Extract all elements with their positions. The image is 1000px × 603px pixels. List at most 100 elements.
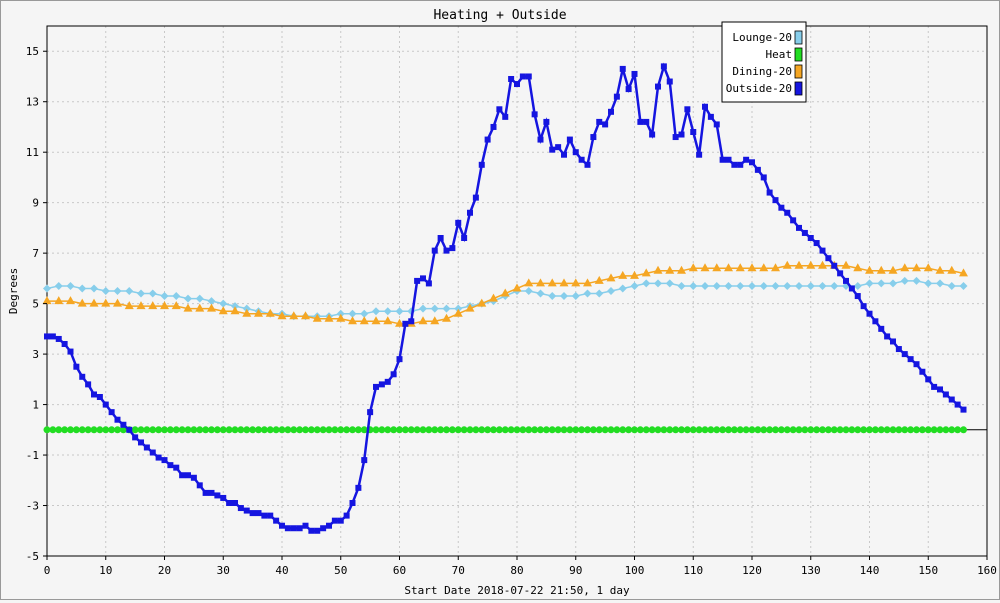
data-point-heat — [143, 426, 151, 434]
data-point-heat — [848, 426, 856, 434]
x-tick-label: 70 — [452, 564, 465, 577]
data-point-outside-20 — [326, 522, 332, 529]
data-point-outside-20 — [284, 525, 291, 532]
data-point-outside-20 — [666, 78, 673, 85]
data-point-heat — [936, 426, 944, 434]
data-point-dining-20 — [724, 263, 733, 272]
data-point-lounge-20 — [936, 279, 944, 288]
data-point-heat — [801, 426, 809, 434]
data-point-heat — [296, 426, 304, 434]
data-point-outside-20 — [613, 93, 620, 100]
data-point-dining-20 — [477, 298, 487, 307]
data-point-lounge-20 — [442, 304, 451, 313]
data-point-outside-20 — [749, 159, 755, 166]
data-point-dining-20 — [418, 316, 428, 325]
data-point-heat — [766, 426, 774, 434]
data-point-outside-20 — [496, 106, 503, 113]
data-point-outside-20 — [931, 383, 938, 390]
data-point-heat — [913, 426, 920, 434]
data-point-dining-20 — [453, 308, 463, 317]
data-point-heat — [213, 426, 221, 434]
data-point-heat — [219, 426, 227, 434]
data-point-outside-20 — [831, 262, 838, 269]
data-point-heat — [490, 426, 497, 434]
x-axis: 0 10 20 30 40 50 60 70 80 90 100 110 120 130 140 150 160 — [44, 556, 997, 577]
data-point-heat — [537, 426, 544, 434]
data-point-outside-20 — [737, 161, 744, 168]
y-tick-label: 7 — [32, 247, 39, 260]
data-point-heat — [225, 426, 233, 434]
data-point-dining-20 — [77, 298, 87, 307]
data-point-heat — [689, 426, 697, 434]
data-point-dining-20 — [853, 263, 863, 272]
data-point-outside-20 — [208, 489, 215, 496]
data-point-outside-20 — [143, 444, 150, 451]
data-point-heat — [484, 426, 492, 434]
data-point-outside-20 — [408, 318, 415, 325]
series-outside-20 — [44, 62, 967, 534]
data-point-outside-20 — [396, 356, 403, 363]
data-point-heat — [683, 426, 691, 434]
data-point-outside-20 — [431, 247, 438, 254]
data-point-lounge-20 — [395, 307, 404, 316]
data-point-heat — [255, 426, 262, 434]
data-point-outside-20 — [913, 361, 920, 368]
data-point-outside-20 — [478, 161, 485, 168]
data-point-heat — [413, 426, 421, 434]
data-point-lounge-20 — [818, 281, 827, 290]
data-point-outside-20 — [484, 136, 491, 143]
data-point-dining-20 — [465, 303, 475, 312]
x-tick-label: 50 — [334, 564, 347, 577]
data-point-heat — [725, 426, 732, 434]
data-point-heat — [178, 426, 186, 434]
data-point-dining-20 — [195, 303, 205, 312]
data-point-heat — [531, 426, 539, 434]
data-point-outside-20 — [907, 356, 914, 363]
data-point-outside-20 — [425, 280, 432, 287]
data-point-outside-20 — [237, 505, 244, 512]
data-point-lounge-20 — [113, 287, 122, 295]
data-point-dining-20 — [641, 268, 651, 277]
data-point-heat — [319, 426, 327, 434]
data-point-outside-20 — [73, 363, 80, 370]
data-point-heat — [666, 426, 674, 434]
data-point-outside-20 — [467, 209, 473, 216]
data-point-dining-20 — [242, 308, 252, 317]
data-point-heat — [325, 426, 333, 434]
data-point-heat — [460, 426, 468, 434]
data-point-dining-20 — [959, 268, 968, 277]
data-point-outside-20 — [796, 224, 802, 231]
data-point-lounge-20 — [642, 279, 651, 288]
data-point-lounge-20 — [759, 281, 768, 290]
data-point-lounge-20 — [78, 284, 87, 293]
data-point-lounge-20 — [160, 292, 169, 301]
data-point-heat — [419, 426, 427, 434]
data-point-heat — [478, 426, 486, 434]
data-point-heat — [231, 426, 239, 434]
data-point-dining-20 — [148, 301, 158, 310]
data-point-heat — [196, 426, 204, 434]
legend-swatch — [794, 64, 803, 79]
data-point-outside-20 — [602, 121, 609, 128]
data-point-lounge-20 — [90, 284, 98, 293]
data-point-outside-20 — [937, 386, 943, 393]
data-point-heat — [278, 426, 286, 434]
data-point-dining-20 — [806, 260, 816, 269]
data-point-dining-20 — [500, 288, 510, 297]
data-point-outside-20 — [649, 131, 656, 138]
data-point-outside-20 — [355, 484, 362, 491]
data-point-dining-20 — [700, 263, 710, 272]
data-point-lounge-20 — [219, 299, 228, 308]
data-point-heat — [560, 426, 568, 434]
data-point-outside-20 — [637, 118, 644, 125]
data-point-outside-20 — [707, 113, 714, 120]
data-point-dining-20 — [536, 278, 545, 287]
data-point-outside-20 — [890, 338, 896, 345]
data-point-outside-20 — [784, 209, 791, 216]
data-point-outside-20 — [279, 522, 285, 529]
data-point-heat — [290, 426, 298, 434]
data-point-dining-20 — [371, 316, 381, 325]
data-point-outside-20 — [390, 371, 397, 378]
data-point-outside-20 — [543, 118, 550, 125]
data-point-heat — [172, 426, 180, 434]
